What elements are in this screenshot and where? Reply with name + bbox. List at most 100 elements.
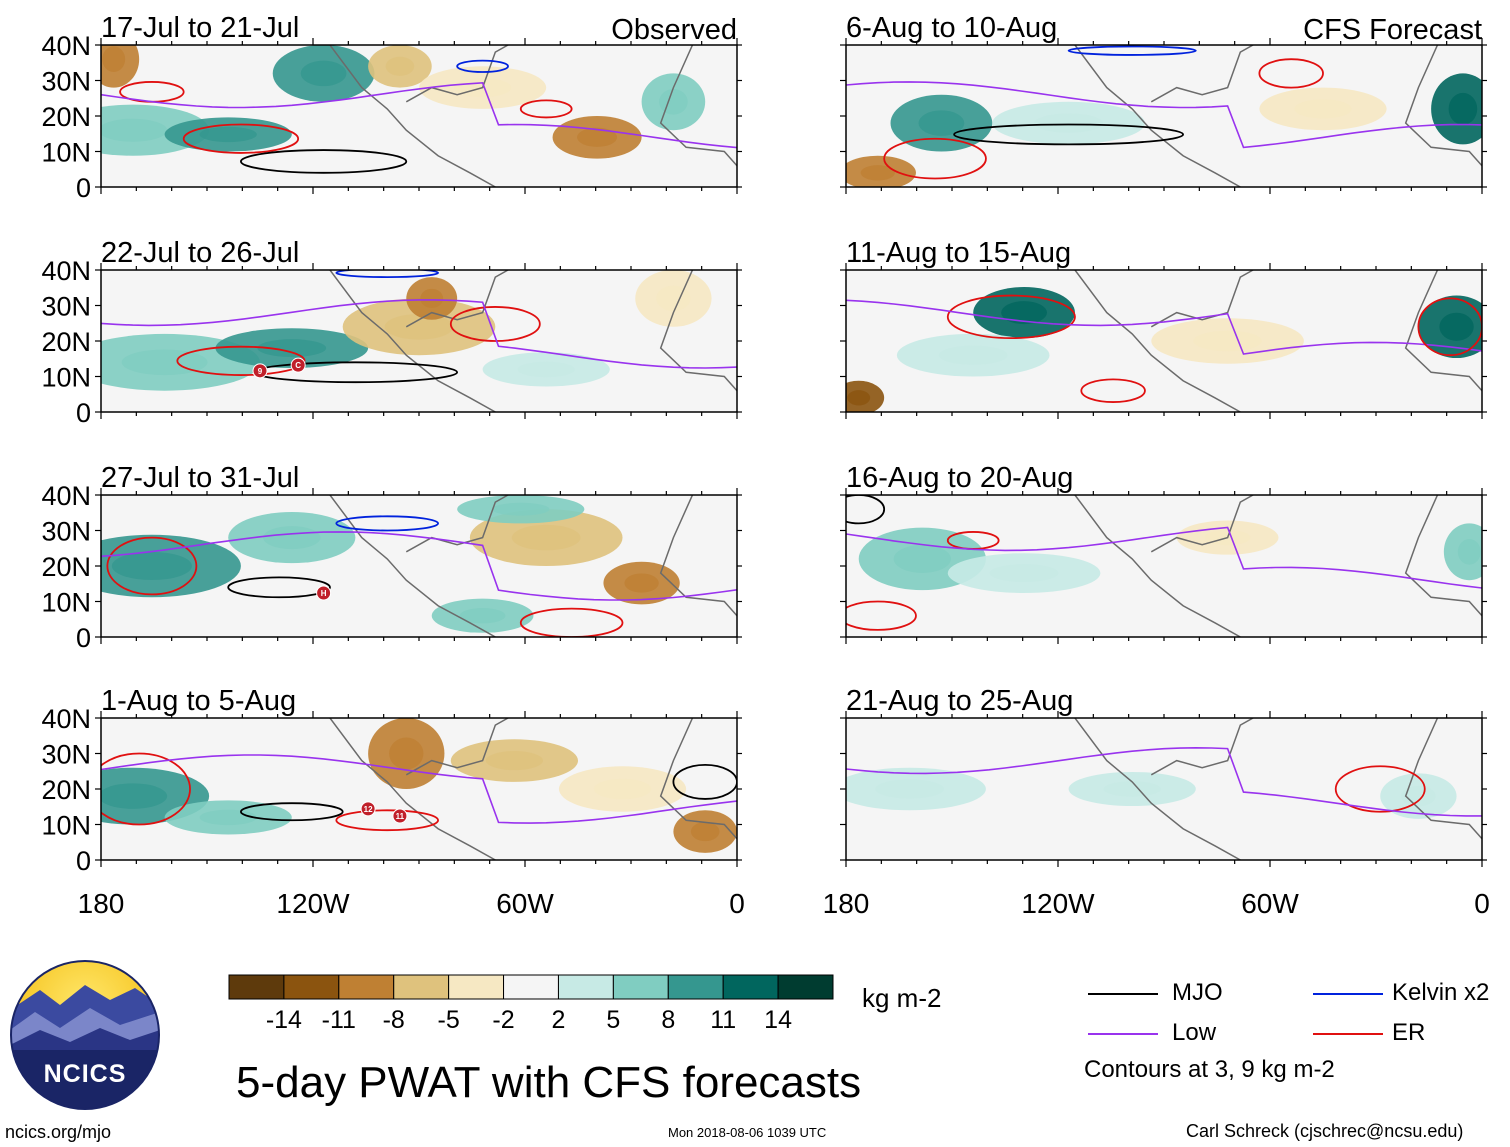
mjo-contour (240, 802, 344, 822)
storm-label: 11 (396, 812, 405, 821)
storm-marker: 11 (392, 808, 408, 824)
colorbar-tick-label: 11 (710, 1006, 736, 1034)
low-contour (846, 299, 1482, 355)
pwat-anomaly-core (875, 779, 944, 799)
pwat-anomaly-core (1034, 113, 1103, 133)
colorbar-bin (777, 974, 834, 1000)
pwat-anomaly-core (300, 60, 347, 87)
lon-label: 0 (729, 888, 745, 919)
pwat-anomaly-core (690, 822, 720, 842)
coastline (329, 718, 737, 860)
panel-period-title: 6-Aug to 10-Aug (846, 12, 1057, 44)
pwat-anomaly-core (1457, 539, 1481, 565)
mjo-contour (240, 149, 408, 174)
colorbar-tick-label: -2 (492, 1006, 514, 1034)
lon-label: 180 (823, 888, 870, 919)
pwat-anomaly-core (101, 118, 168, 142)
pwat-anomaly-core (593, 778, 652, 800)
er-contour (1258, 58, 1324, 89)
lat-label: 0 (76, 846, 91, 876)
lat-label: 0 (76, 623, 91, 653)
er-contour (449, 306, 541, 342)
lon-label: 120W (1021, 888, 1095, 919)
pwat-anomaly-core (1193, 330, 1262, 352)
mjo-contour (846, 495, 886, 525)
lat-label: 30N (41, 517, 91, 547)
kelvin-contour (456, 59, 509, 73)
low-contour (101, 754, 737, 824)
pwat-anomaly-core (389, 737, 424, 770)
lat-label: 30N (41, 740, 91, 770)
panel-type-label: Observed (611, 14, 737, 46)
panel-period-title: 16-Aug to 20-Aug (846, 462, 1073, 494)
er-contour (176, 345, 306, 376)
kelvin-contour (335, 515, 439, 532)
storm-label: C (295, 361, 301, 370)
figure-title: 5-day PWAT with CFS forecasts (236, 1058, 862, 1107)
panel-period-title: 27-Jul to 31-Jul (101, 462, 299, 494)
er-contour (1080, 378, 1146, 403)
lat-label: 0 (76, 398, 91, 428)
storm-label: 12 (364, 805, 373, 814)
colorbar-bin (228, 974, 285, 1000)
storm-symbol (252, 363, 268, 379)
colorbar-bin (393, 974, 450, 1000)
colorbar-bin (667, 974, 724, 1000)
pwat-anomaly-core (938, 345, 1008, 365)
panel-period-title: 1-Aug to 5-Aug (101, 685, 296, 717)
storm-symbol (392, 808, 408, 824)
low-contour (101, 531, 737, 601)
footer-timestamp: Mon 2018-08-06 1039 UTC (668, 1125, 827, 1140)
pwat-anomaly-core (577, 127, 618, 147)
pwat-anomaly-core (1103, 781, 1161, 797)
pwat-anomaly-core (101, 783, 168, 809)
storm-label: 9 (258, 367, 263, 376)
pwat-anomaly-core (1401, 785, 1436, 807)
map-panel: 16-Aug to 20-Aug (840, 462, 1487, 644)
pwat-anomaly-core (111, 551, 192, 581)
pwat-anomaly-core (1001, 301, 1047, 325)
colorbar-tick-label: -14 (266, 1006, 302, 1034)
lat-label: 40N (41, 704, 91, 734)
lat-label: 10N (41, 363, 91, 393)
mjo-contour (227, 576, 331, 599)
storm-symbol (290, 357, 306, 373)
colorbar-bin (283, 974, 340, 1000)
lat-label: 0 (76, 173, 91, 203)
storm-marker: 9 (252, 363, 268, 379)
er-contour (335, 809, 439, 832)
er-contour (846, 600, 917, 631)
legend-label-low: Low (1172, 1019, 1217, 1046)
lat-label: 40N (41, 31, 91, 61)
er-contour (182, 123, 300, 154)
colorbar-tick-label: -8 (383, 1006, 405, 1034)
er-contour (106, 536, 198, 596)
colorbar-tick-label: 8 (661, 1006, 675, 1034)
colorbar-bin (612, 974, 669, 1000)
panel-period-title: 21-Aug to 25-Aug (846, 685, 1073, 717)
storm-label: H (321, 589, 327, 598)
legend-lines (1088, 993, 1383, 1035)
panel-type-label: CFS Forecast (1303, 14, 1482, 46)
low-contour (846, 746, 1482, 817)
pwat-anomaly-core (893, 544, 951, 573)
storm-marker: 12 (360, 801, 376, 817)
legend-label-kelvin: Kelvin x2 (1392, 979, 1490, 1006)
footer-credit: Carl Schreck (cjschrec@ncsu.edu) (1186, 1121, 1464, 1141)
lat-label: 10N (41, 811, 91, 841)
er-contour (946, 294, 1076, 340)
colorbar-tick-label: 5 (606, 1006, 620, 1034)
mjo-contour (953, 123, 1184, 146)
colorbar-bin (557, 974, 614, 1000)
er-contour (1334, 765, 1426, 813)
low-contour (101, 81, 737, 149)
pwat-anomaly-core (1448, 92, 1478, 125)
colorbar-bin (722, 974, 779, 1000)
coastline (1074, 45, 1482, 187)
storm-symbol (360, 801, 376, 817)
low-contour (846, 81, 1482, 149)
contour-note: Contours at 3, 9 kg m-2 (1084, 1056, 1335, 1083)
colorbar-bin (503, 974, 559, 1000)
map-panel: 40N 30N 20N 10N 0 17-Jul to 21-Jul Observed (41, 12, 742, 203)
